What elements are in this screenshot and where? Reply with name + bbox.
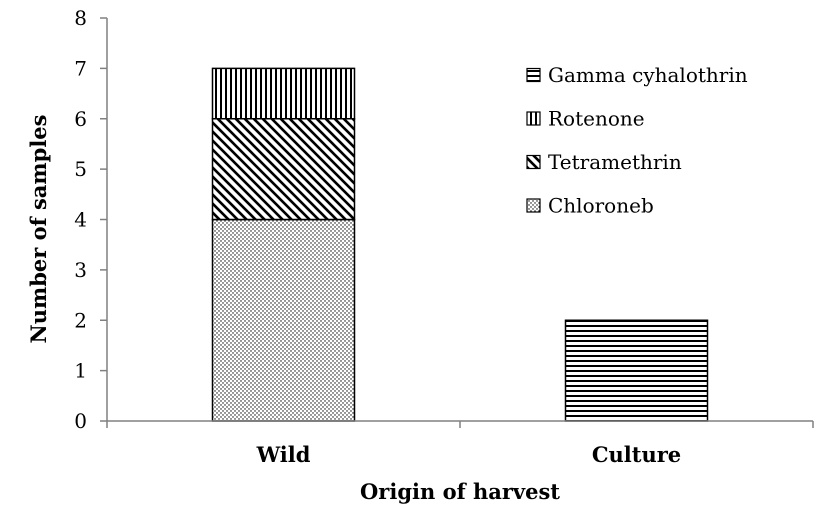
y-tick-label: 0 [74, 409, 87, 433]
y-tick-label: 7 [74, 56, 87, 80]
legend-label-chloroneb: Chloroneb [548, 194, 654, 218]
category-labels: Wild Culture [256, 442, 682, 467]
axes: 0 1 2 3 4 5 6 7 8 [74, 6, 814, 433]
y-tick-label: 5 [74, 157, 87, 181]
x-axis-title: Origin of harvest [360, 479, 560, 504]
legend-swatch-gamma-cyhalothrin [526, 67, 541, 83]
legend-item-gamma-cyhalothrin: Gamma cyhalothrin [526, 63, 748, 87]
category-label-wild: Wild [256, 442, 311, 467]
bar-culture-gamma-cyhalothrin [564, 319, 709, 422]
bar-wild-chloroneb [211, 218, 356, 422]
legend: Gamma cyhalothrin Rotenone Tetramethrin Chl… [526, 63, 748, 218]
bar-wild-tetramethrin [211, 118, 356, 221]
legend-swatch-tetramethrin [526, 154, 541, 170]
y-axis-title: Number of samples [26, 115, 51, 344]
y-tick-label: 2 [74, 308, 87, 332]
bars-layer [211, 67, 709, 422]
legend-item-rotenone: Rotenone [526, 107, 645, 131]
legend-swatch-rotenone [526, 111, 541, 126]
bar-wild-rotenone [211, 67, 356, 120]
legend-label-rotenone: Rotenone [548, 107, 645, 131]
y-tick-label: 8 [74, 6, 87, 30]
y-tick-label: 3 [74, 258, 87, 282]
legend-item-tetramethrin: Tetramethrin [526, 150, 682, 174]
y-ticks: 0 1 2 3 4 5 6 7 8 [74, 6, 107, 433]
y-tick-label: 1 [74, 359, 87, 383]
x-ticks [106, 421, 814, 428]
legend-label-tetramethrin: Tetramethrin [548, 150, 682, 174]
legend-item-chloroneb: Chloroneb [526, 194, 654, 218]
legend-label-gamma-cyhalothrin: Gamma cyhalothrin [548, 63, 748, 87]
category-label-culture: Culture [592, 442, 681, 467]
y-tick-label: 6 [74, 107, 87, 131]
legend-swatch-chloroneb [526, 198, 541, 213]
y-tick-label: 4 [74, 208, 87, 232]
